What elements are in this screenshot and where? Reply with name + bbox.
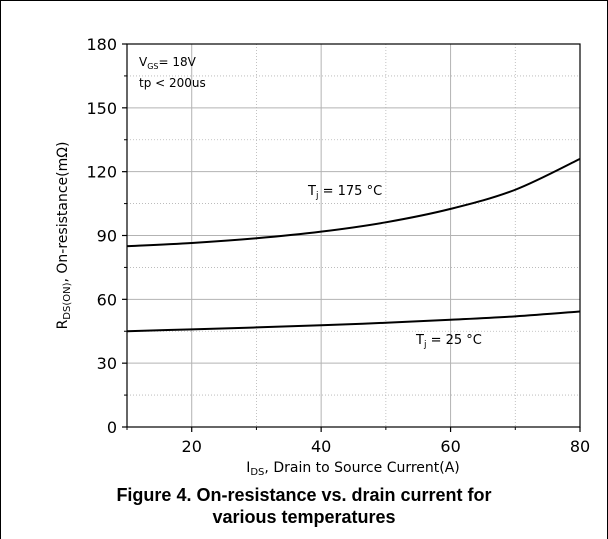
y-tick-label: 0 — [107, 418, 117, 437]
y-tick-label: 90 — [97, 227, 117, 246]
series-tj-25 — [126, 310, 581, 333]
y-tick-label: 180 — [86, 35, 117, 54]
x-tick-label: 80 — [570, 437, 590, 456]
series-group — [126, 157, 581, 333]
x-tick-label: 40 — [311, 437, 331, 456]
condition-vgs: VGS= 18V — [139, 55, 197, 71]
annotations: Tj = 175 °C Tj = 25 °C VGS= 18V tp < 200us I… — [55, 55, 482, 478]
y-axis-title: RDS(ON), On-resistance(mΩ) — [55, 142, 73, 330]
y-tick-label: 120 — [86, 163, 117, 182]
grid — [127, 44, 580, 427]
figure-caption: Figure 4. On-resistance vs. drain curren… — [0, 484, 608, 528]
condition-tp: tp < 200us — [139, 76, 206, 90]
ticks — [122, 43, 581, 432]
caption-line-1: Figure 4. On-resistance vs. drain curren… — [116, 485, 492, 505]
y-tick-label: 60 — [97, 290, 117, 309]
series-label-tj-25: Tj = 25 °C — [415, 333, 482, 350]
y-tick-label: 150 — [86, 99, 117, 118]
series-label-tj-175: Tj = 175 °C — [307, 184, 382, 201]
x-axis-title: IDS, Drain to Source Current(A) — [246, 460, 460, 478]
series-tj-175 — [126, 157, 581, 248]
caption-line-2: various temperatures — [212, 507, 396, 527]
tick-labels: 0 30 60 90 120 150 180 20 40 60 80 — [86, 35, 590, 456]
x-tick-label: 60 — [440, 437, 460, 456]
x-tick-label: 20 — [182, 437, 202, 456]
y-tick-label: 30 — [97, 354, 117, 373]
